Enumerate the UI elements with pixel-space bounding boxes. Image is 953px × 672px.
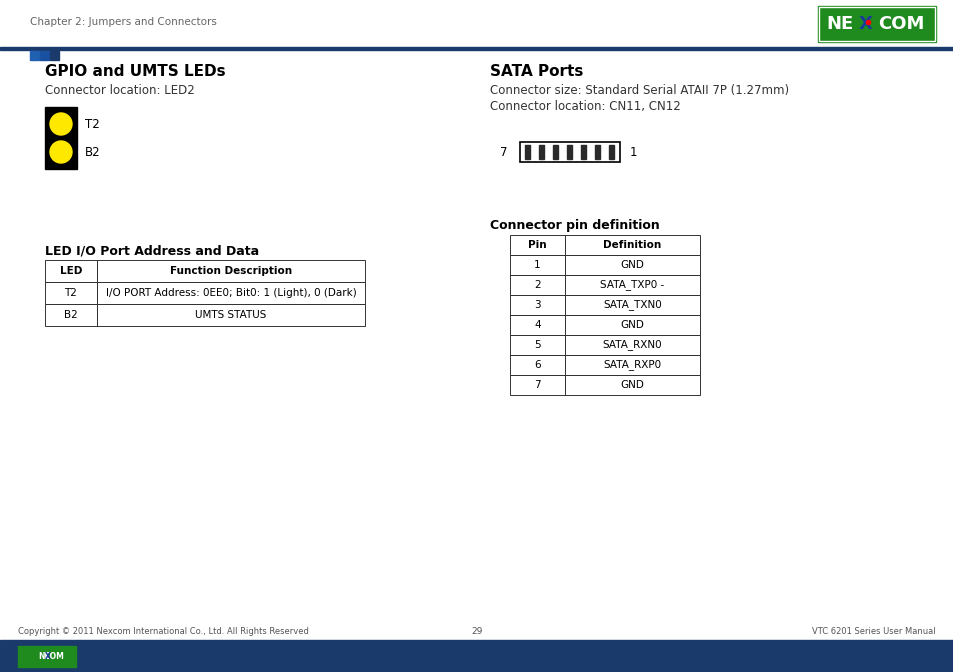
Text: SATA_TXP0 -: SATA_TXP0 -	[599, 280, 664, 290]
Text: X: X	[858, 15, 872, 33]
Bar	[30, 51, 39, 60]
Text: 4: 4	[534, 320, 540, 330]
Text: GPIO and UMTS LEDs: GPIO and UMTS LEDs	[45, 64, 226, 79]
Text: LED: LED	[60, 266, 82, 276]
Bar	[510, 295, 564, 315]
Text: Pin: Pin	[528, 240, 546, 250]
Bar	[519, 142, 619, 162]
Text: B2: B2	[64, 310, 78, 320]
Text: 3: 3	[534, 300, 540, 310]
Bar	[564, 275, 700, 295]
Bar	[510, 275, 564, 295]
Bar	[510, 335, 564, 355]
Text: B2: B2	[85, 146, 100, 159]
Bar	[595, 145, 599, 159]
Bar	[0, 47, 953, 50]
Text: LED I/O Port Address and Data: LED I/O Port Address and Data	[45, 244, 259, 257]
Text: Connector location: LED2: Connector location: LED2	[45, 84, 194, 97]
Text: T2: T2	[65, 288, 77, 298]
Text: NE: NE	[38, 652, 50, 661]
Text: 6: 6	[534, 360, 540, 370]
Bar	[580, 145, 585, 159]
Text: Connector size: Standard Serial ATAII 7P (1.27mm): Connector size: Standard Serial ATAII 7P…	[490, 84, 788, 97]
Bar	[510, 355, 564, 375]
Bar	[538, 145, 543, 159]
Text: 7: 7	[500, 146, 507, 159]
Text: X: X	[45, 652, 51, 661]
Text: Definition: Definition	[602, 240, 661, 250]
Bar	[524, 145, 530, 159]
Bar	[40, 51, 49, 60]
Text: SATA_TXN0: SATA_TXN0	[602, 300, 661, 310]
Bar	[97, 304, 365, 326]
Bar	[97, 282, 365, 304]
Text: 5: 5	[534, 340, 540, 350]
Bar	[818, 7, 934, 41]
Bar	[817, 6, 935, 42]
Circle shape	[50, 113, 71, 135]
Bar	[564, 375, 700, 395]
Text: 2: 2	[534, 280, 540, 290]
Text: COM: COM	[877, 15, 923, 33]
Bar	[564, 255, 700, 275]
Bar	[564, 295, 700, 315]
Text: 1: 1	[534, 260, 540, 270]
Bar	[510, 315, 564, 335]
Bar	[50, 51, 59, 60]
Text: T2: T2	[85, 118, 100, 130]
Text: Connector pin definition: Connector pin definition	[490, 219, 659, 232]
Bar	[45, 282, 97, 304]
Text: 29: 29	[471, 627, 482, 636]
Text: 7: 7	[534, 380, 540, 390]
Text: 1: 1	[629, 146, 637, 159]
Text: NE: NE	[825, 15, 853, 33]
Text: COM: COM	[45, 652, 65, 661]
Bar	[564, 315, 700, 335]
Bar	[45, 260, 97, 282]
Bar	[566, 145, 572, 159]
Text: Connector location: CN11, CN12: Connector location: CN11, CN12	[490, 100, 680, 113]
Text: Function Description: Function Description	[170, 266, 292, 276]
Text: GND: GND	[619, 260, 644, 270]
Text: SATA Ports: SATA Ports	[490, 64, 583, 79]
Bar	[553, 145, 558, 159]
Bar	[510, 255, 564, 275]
Bar	[45, 107, 77, 169]
Text: Chapter 2: Jumpers and Connectors: Chapter 2: Jumpers and Connectors	[30, 17, 216, 27]
Bar	[45, 304, 97, 326]
Bar	[510, 235, 564, 255]
Text: VTC 6201 Series User Manual: VTC 6201 Series User Manual	[812, 627, 935, 636]
Bar	[97, 260, 365, 282]
Bar	[510, 375, 564, 395]
Bar	[564, 235, 700, 255]
Text: SATA_RXP0: SATA_RXP0	[603, 360, 660, 370]
Text: Copyright © 2011 Nexcom International Co., Ltd. All Rights Reserved: Copyright © 2011 Nexcom International Co…	[18, 627, 309, 636]
Circle shape	[50, 141, 71, 163]
Bar	[608, 145, 614, 159]
Bar	[18, 646, 76, 667]
Text: GND: GND	[619, 380, 644, 390]
Bar	[564, 335, 700, 355]
Bar	[0, 640, 953, 672]
Text: UMTS STATUS: UMTS STATUS	[195, 310, 267, 320]
Text: I/O PORT Address: 0EE0; Bit0: 1 (Light), 0 (Dark): I/O PORT Address: 0EE0; Bit0: 1 (Light),…	[106, 288, 356, 298]
Text: GND: GND	[619, 320, 644, 330]
Bar	[564, 355, 700, 375]
Text: SATA_RXN0: SATA_RXN0	[602, 339, 661, 351]
